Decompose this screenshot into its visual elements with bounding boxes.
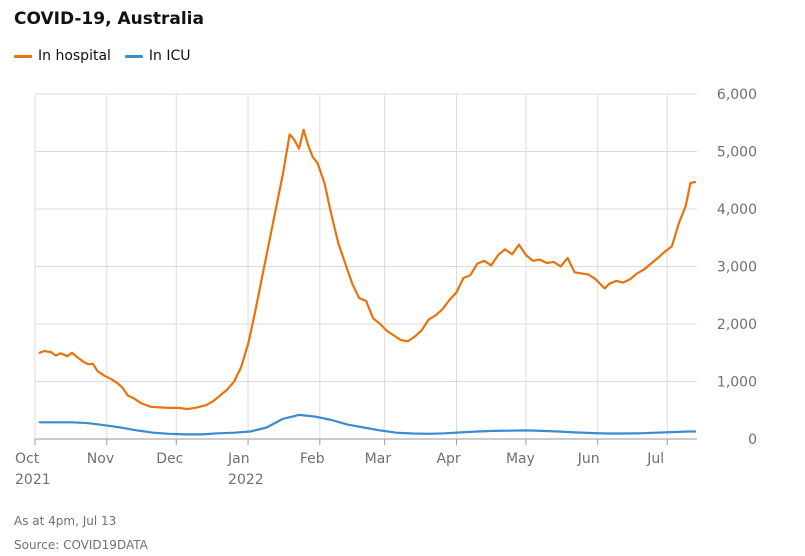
series-line-in-hospital xyxy=(38,128,697,411)
y-tick-label: 6,000 xyxy=(717,87,757,103)
y-tick-label: 5,000 xyxy=(717,145,757,161)
y-tick-label: 1,000 xyxy=(717,375,757,391)
x-tick-label: Oct xyxy=(15,451,40,467)
x-tick-label: Feb xyxy=(300,451,325,467)
x-tick-label: May xyxy=(506,451,535,467)
legend-label-in-icu: In ICU xyxy=(148,48,191,64)
legend-item-in-icu: In ICU xyxy=(124,48,191,64)
y-tick-label: 4,000 xyxy=(717,202,757,218)
as-at-note: As at 4pm, Jul 13 xyxy=(14,514,117,528)
x-tick-label: Nov xyxy=(87,451,114,467)
legend-swatch-in-hospital xyxy=(14,54,32,58)
legend-item-in-hospital: In hospital xyxy=(14,48,111,64)
x-tick-label: Apr xyxy=(436,451,460,467)
chart-title: COVID-19, Australia xyxy=(14,9,204,29)
y-tick-label: 3,000 xyxy=(717,260,757,276)
line-chart: 0 1,000 2,000 3,000 4,000 5,000 6,000 Oct 2021 No… xyxy=(15,87,757,488)
legend-swatch-in-icu xyxy=(124,54,143,58)
y-tick-label: 0 xyxy=(748,432,757,448)
x-tick-label: Jun xyxy=(577,451,600,467)
legend: In hospital In ICU xyxy=(14,48,191,64)
legend-label-in-hospital: In hospital xyxy=(38,48,111,64)
x-tick-year-label: 2022 xyxy=(228,472,264,488)
x-tick-label: Dec xyxy=(156,451,183,467)
source-note: Source: COVID19DATA xyxy=(14,538,148,552)
y-tick-label: 2,000 xyxy=(717,317,757,333)
x-tick-year-label: 2021 xyxy=(15,472,51,488)
x-tick-label: Mar xyxy=(365,451,392,467)
series-line-in-icu xyxy=(38,413,697,436)
x-tick-label: Jan xyxy=(227,451,250,467)
x-tick-label: Jul xyxy=(646,451,664,467)
